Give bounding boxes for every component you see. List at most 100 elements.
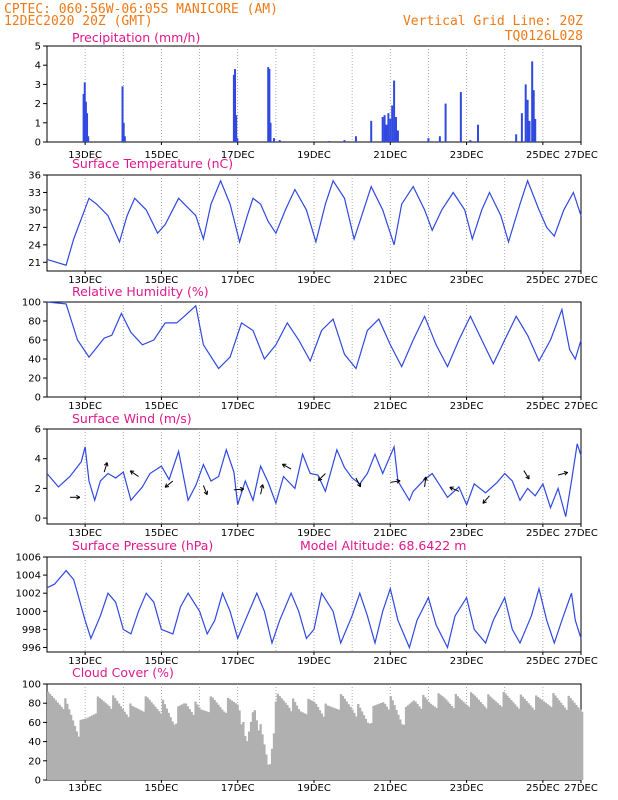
cloud-bar <box>579 709 582 780</box>
cloud-bar <box>353 712 356 780</box>
cloud-bar <box>385 706 389 780</box>
cloud-bar <box>462 701 465 780</box>
cloud-bar <box>416 704 419 780</box>
x-tick-label: 27DEC <box>564 150 598 161</box>
cloud-bar <box>422 694 425 780</box>
cloud-bar <box>307 698 310 780</box>
cloud-bar <box>269 764 272 780</box>
cloud-bar <box>508 697 511 780</box>
cloud-bar <box>380 702 383 780</box>
x-tick-label: 17DEC <box>221 783 255 794</box>
cloud-bar <box>439 694 442 780</box>
y-tick-label: 20 <box>28 756 41 767</box>
cloud-bar <box>272 733 276 780</box>
cloud-bar <box>136 708 140 780</box>
wind-arrow-head <box>259 484 265 489</box>
cloud-bar <box>410 702 413 780</box>
cloud-bar <box>92 714 96 780</box>
precip-bar <box>84 101 87 142</box>
y-tick-label: 30 <box>28 205 41 216</box>
x-tick-label: 21DEC <box>373 150 407 161</box>
x-tick-label: 23DEC <box>450 275 484 286</box>
cloud-bar <box>282 700 285 780</box>
x-tick-label: 13DEC <box>68 275 102 286</box>
cloud-bar <box>483 706 486 780</box>
cloud-bar <box>66 703 69 780</box>
cloud-bar <box>512 702 515 780</box>
cloud-bar <box>387 709 390 780</box>
precip-bar <box>520 113 523 142</box>
x-tick-label: 25DEC <box>526 150 560 161</box>
cloud-bar <box>60 706 63 780</box>
cloud-bar <box>404 706 408 780</box>
cloud-bar <box>393 705 396 780</box>
cloud-bar <box>215 702 218 780</box>
cloud-bar <box>274 701 278 780</box>
cloud-bar <box>223 711 226 780</box>
cloud-bar <box>62 709 65 780</box>
cloud-bar <box>305 714 308 780</box>
cloud-bar <box>257 730 260 780</box>
cloud-bar <box>91 715 94 780</box>
cloud-bar <box>211 697 214 780</box>
panel-title: Cloud Cover (%) <box>72 665 174 680</box>
wind-arrow-shaft <box>557 471 568 476</box>
cloud-bar <box>581 711 584 780</box>
x-tick-label: 27DEC <box>564 783 598 794</box>
cloud-bar <box>370 722 373 780</box>
cloud-bar <box>397 714 400 780</box>
cloud-bar <box>196 704 199 780</box>
cloud-bar <box>184 703 188 780</box>
cloud-bar <box>443 697 446 780</box>
cloud-bar <box>138 709 142 780</box>
wind-arrow-shaft <box>282 463 292 470</box>
cloud-bar <box>190 712 193 780</box>
precip-bar <box>469 140 472 142</box>
precip-bar <box>393 80 396 142</box>
cloud-bar <box>567 695 570 780</box>
cloud-bar <box>121 708 124 780</box>
cloud-bar <box>309 699 312 780</box>
cloud-bar <box>514 704 517 780</box>
precip-bar <box>121 86 124 142</box>
cloud-bar <box>403 724 406 780</box>
cloud-bar <box>556 697 559 780</box>
cloud-bar <box>414 701 417 780</box>
series-line <box>46 301 582 370</box>
cloud-bar <box>531 707 534 780</box>
cloud-bar <box>477 699 480 780</box>
cloud-bar <box>343 698 346 780</box>
cloud-bar <box>412 700 415 780</box>
cloud-bar <box>169 717 172 780</box>
cloud-bar <box>441 696 444 780</box>
panel-frame <box>46 428 582 525</box>
x-tick-label: 13DEC <box>68 783 102 794</box>
x-tick-label: 15DEC <box>145 150 179 161</box>
wind-arrow-head <box>129 470 135 475</box>
cloud-bar <box>154 706 157 780</box>
cloud-bar <box>47 691 50 780</box>
cloud-bar <box>52 698 56 780</box>
cloud-bar <box>326 705 329 780</box>
cloud-bar <box>135 707 138 780</box>
cloud-bar <box>158 711 161 780</box>
precip-bar <box>395 117 398 142</box>
cloud-bar <box>408 703 412 780</box>
cloud-bar <box>349 706 352 780</box>
cloud-bar <box>447 701 450 780</box>
cloud-bar <box>64 698 67 780</box>
cloud-bar <box>491 698 494 780</box>
precip-bar <box>354 136 357 142</box>
cloud-bar <box>217 704 220 780</box>
y-tick-label: 27 <box>28 223 41 234</box>
x-tick-label: 23DEC <box>450 656 484 667</box>
wind-arrow-shaft <box>129 470 139 477</box>
x-tick-label: 25DEC <box>526 401 560 412</box>
x-tick-label: 27DEC <box>564 275 598 286</box>
panel-title: Surface Pressure (hPa) <box>72 538 213 553</box>
wind-arrow <box>317 473 326 481</box>
cloud-bar <box>100 699 103 780</box>
precip-bar <box>526 99 529 142</box>
cloud-bar <box>318 710 322 780</box>
